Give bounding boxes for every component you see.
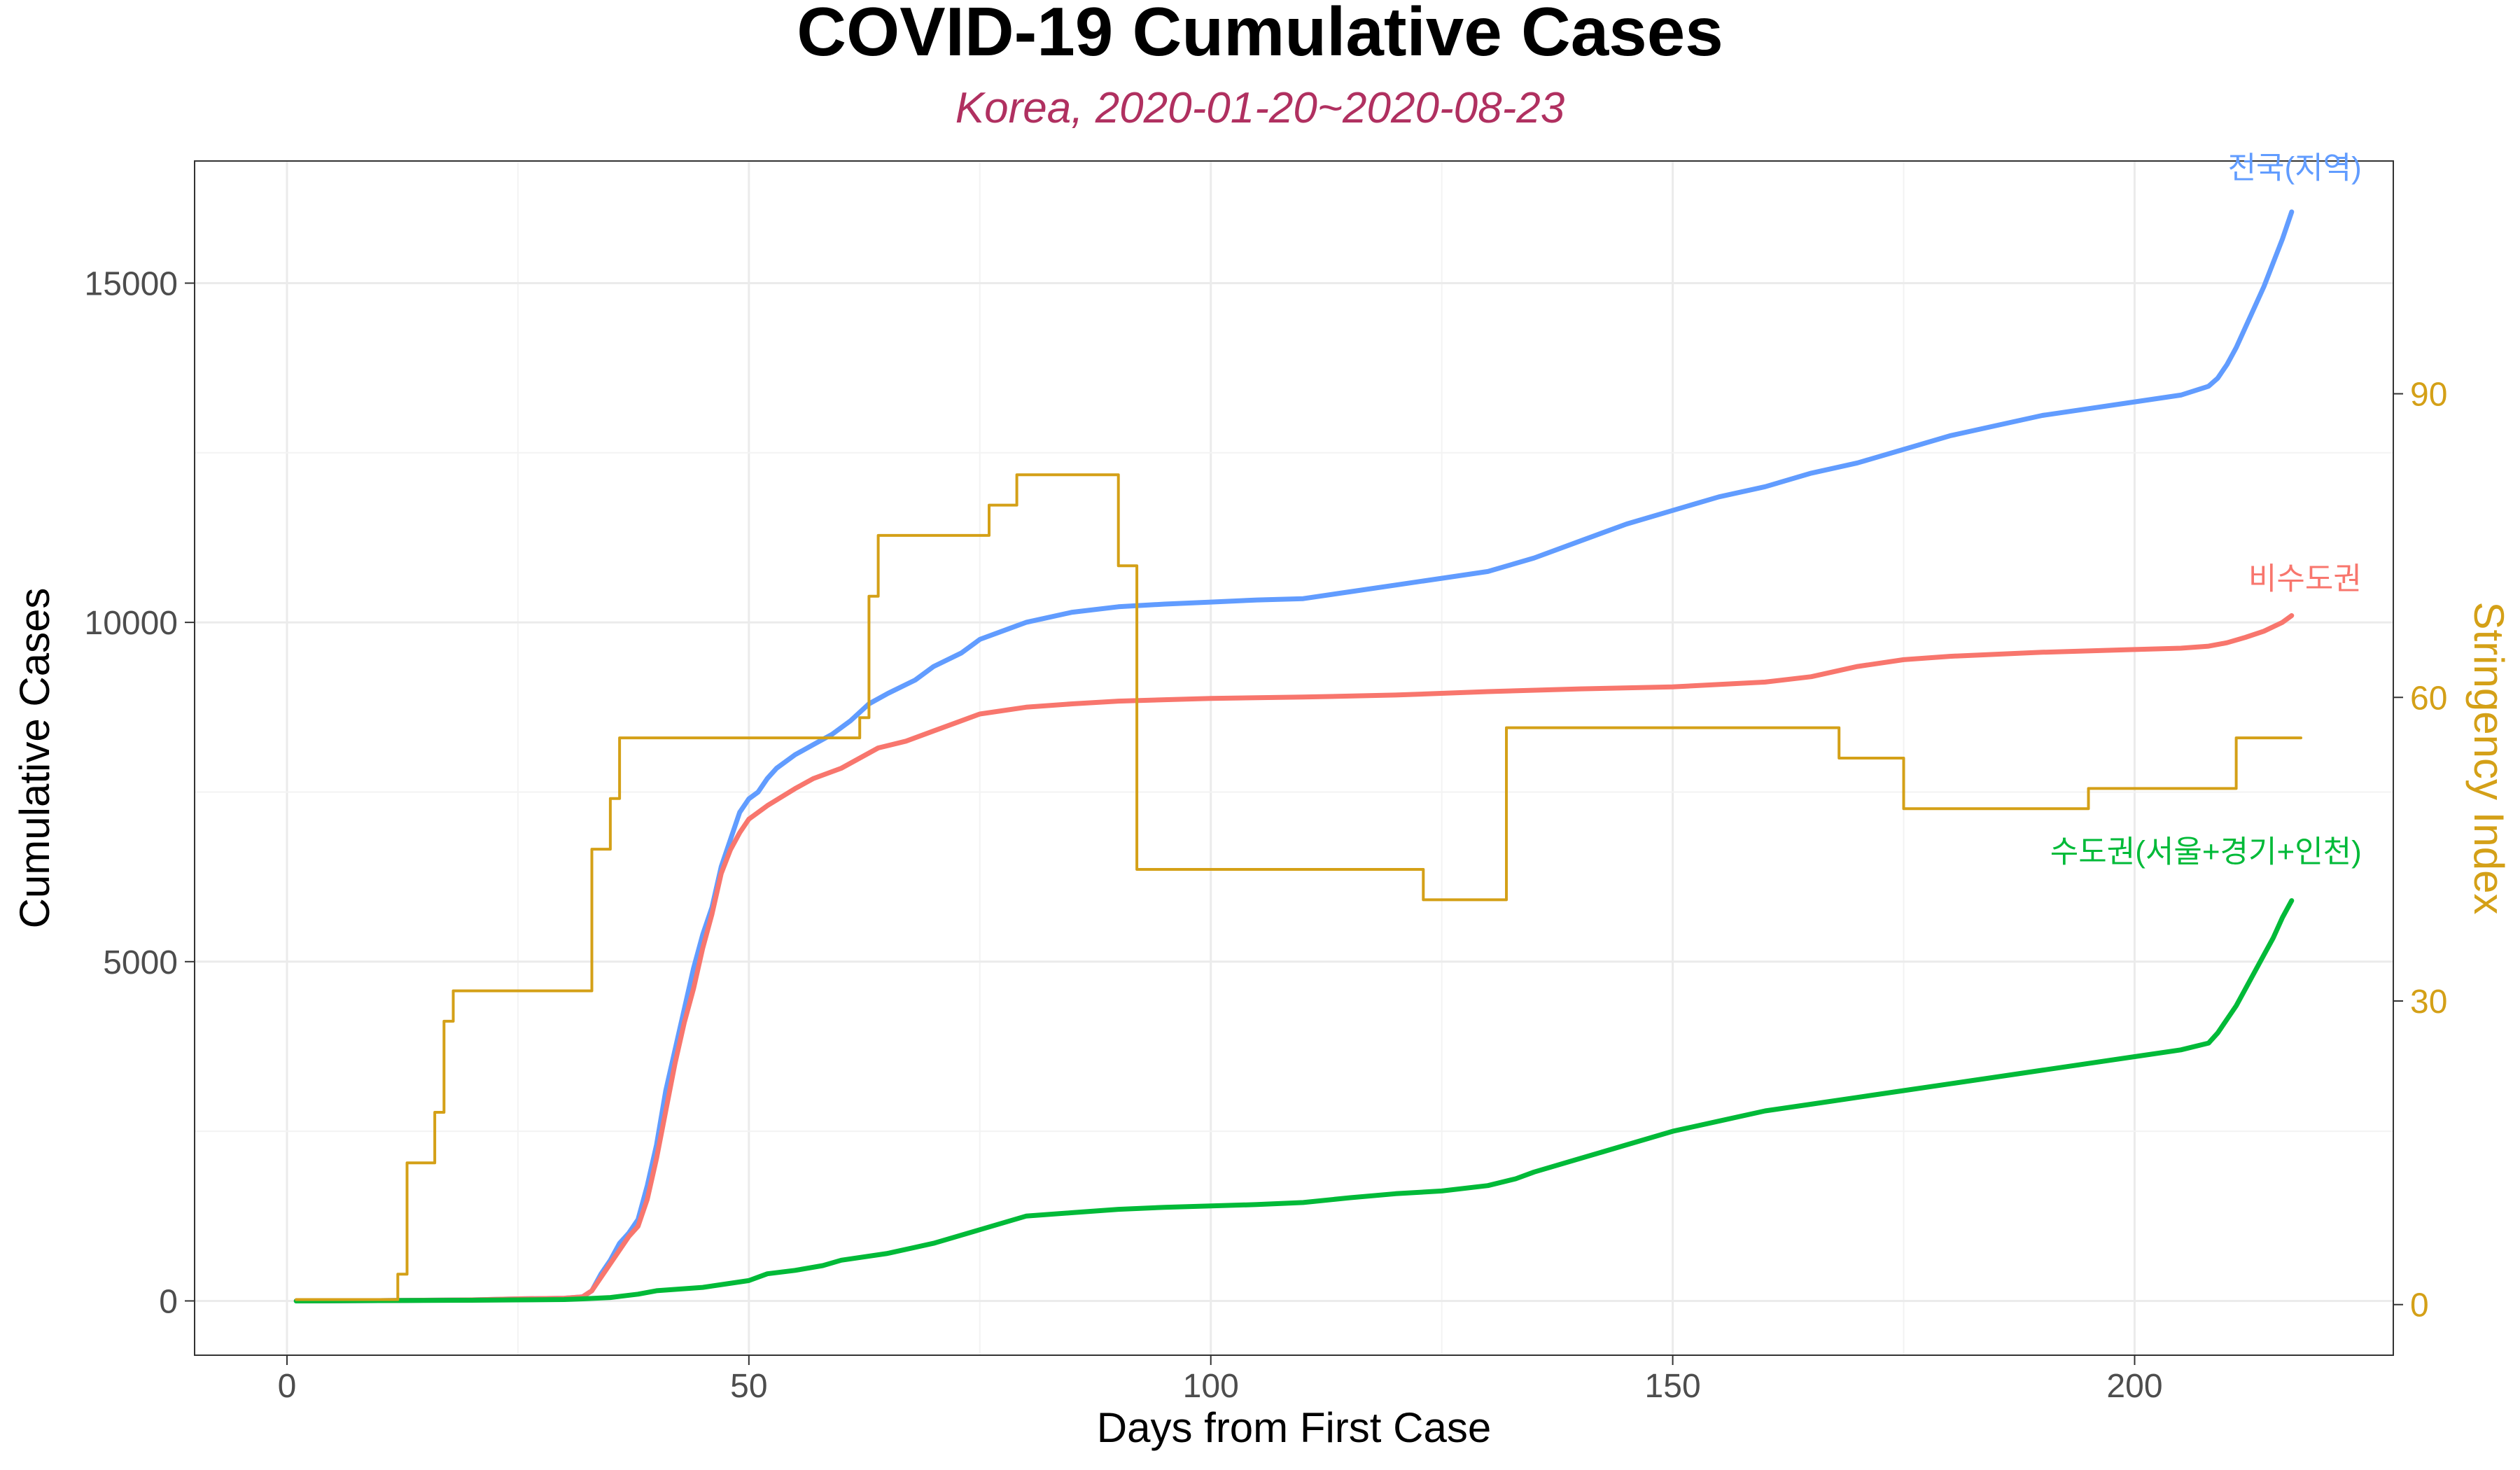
y2-tick-label: 30 bbox=[2410, 983, 2447, 1021]
series-layer bbox=[293, 209, 2302, 1303]
axes-layer: 0 5000 10000 15000 0 50 100 150 200 0 30 60 90 Days f… bbox=[11, 265, 2512, 1451]
y-tick-label: 15000 bbox=[85, 265, 178, 302]
series-label-2: 수도권(서울+경기+인천) bbox=[2050, 835, 2362, 869]
x-tick-label: 50 bbox=[730, 1368, 767, 1405]
x-tick-label: 0 bbox=[278, 1368, 297, 1405]
chart-subtitle: Korea, 2020-01-20~2020-08-23 bbox=[955, 84, 1565, 132]
y-axis-title: Cumulative Cases bbox=[11, 588, 58, 929]
panel-border bbox=[194, 160, 2394, 1356]
y2-tick-label: 60 bbox=[2410, 680, 2447, 717]
y2-axis-title: Stringency Index bbox=[2465, 602, 2512, 915]
series-line-1 bbox=[293, 612, 2295, 1303]
y-tick-label: 0 bbox=[159, 1283, 178, 1320]
y-tick-label: 5000 bbox=[103, 944, 178, 981]
series-label-1: 비수도권 bbox=[2248, 561, 2362, 596]
x-axis-title: Days from First Case bbox=[1097, 1404, 1491, 1451]
chart-title: COVID-19 Cumulative Cases bbox=[797, 0, 1723, 70]
x-tick-label: 200 bbox=[2106, 1368, 2162, 1405]
grid-lines bbox=[195, 161, 2393, 1355]
y2-tick-label: 90 bbox=[2410, 377, 2447, 414]
series-label-0: 전국(지역) bbox=[2228, 151, 2362, 186]
series-line-3 bbox=[295, 473, 2302, 1301]
x-tick-label: 150 bbox=[1645, 1368, 1701, 1405]
x-tick-label: 100 bbox=[1183, 1368, 1239, 1405]
y-tick-label: 10000 bbox=[85, 605, 178, 642]
series-line-0 bbox=[293, 209, 2295, 1303]
series-line-2 bbox=[293, 898, 2295, 1303]
y2-tick-label: 0 bbox=[2410, 1287, 2429, 1324]
